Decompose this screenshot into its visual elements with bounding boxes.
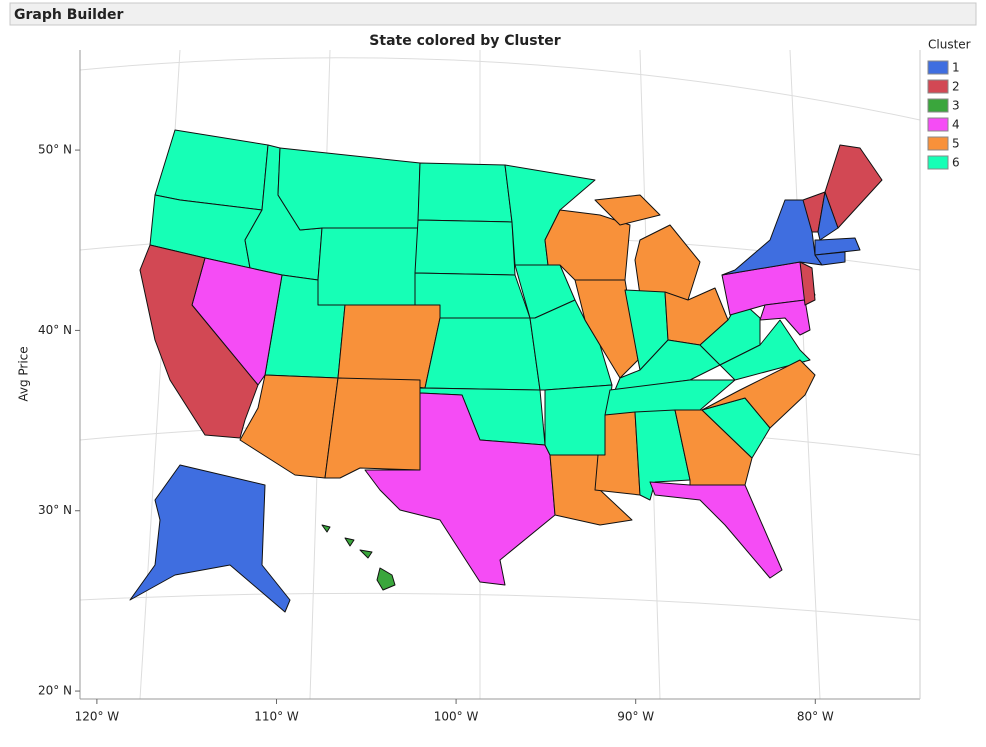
state xyxy=(337,304,441,389)
x-tick-label: 110° W xyxy=(254,710,299,724)
state xyxy=(277,147,421,231)
chart-title: State colored by Cluster xyxy=(369,33,560,49)
legend-swatch xyxy=(927,98,949,113)
legend-label: 1 xyxy=(952,61,960,75)
state xyxy=(321,524,331,533)
state xyxy=(814,251,846,266)
y-tick-label: 20° N xyxy=(38,684,72,698)
state xyxy=(359,549,373,559)
state xyxy=(799,261,816,306)
y-tick-label: 30° N xyxy=(38,503,72,517)
state xyxy=(594,194,661,226)
state xyxy=(814,237,861,256)
state xyxy=(414,219,516,276)
x-tick-label: 100° W xyxy=(434,710,479,724)
state xyxy=(139,244,259,439)
state xyxy=(701,359,816,429)
legend-swatch xyxy=(927,136,949,151)
y-tick-label: 50° N xyxy=(38,143,72,157)
y-tick-label: 40° N xyxy=(38,323,72,337)
x-tick-label: 80° W xyxy=(797,710,834,724)
state xyxy=(376,567,396,591)
state xyxy=(634,224,701,301)
legend-swatch xyxy=(927,60,949,75)
legend-label: 4 xyxy=(952,118,960,132)
states xyxy=(129,129,883,613)
state xyxy=(544,384,613,456)
state xyxy=(364,392,556,586)
legend-swatch xyxy=(927,155,949,170)
legend-swatch xyxy=(927,117,949,132)
legend-swatch xyxy=(927,79,949,94)
state xyxy=(344,537,355,547)
legend-label: 5 xyxy=(952,137,960,151)
header-bar xyxy=(9,2,977,26)
state xyxy=(317,227,419,306)
legend-label: 6 xyxy=(952,156,960,170)
y-axis-label: Avg Price xyxy=(17,346,31,401)
state xyxy=(324,377,421,479)
state xyxy=(417,162,513,223)
state xyxy=(129,464,291,613)
x-tick-label: 90° W xyxy=(617,710,654,724)
legend-title: Cluster xyxy=(928,38,971,52)
state xyxy=(649,481,783,579)
x-tick-label: 120° W xyxy=(75,710,120,724)
state xyxy=(424,317,541,391)
header-title: Graph Builder xyxy=(14,7,123,23)
legend-label: 2 xyxy=(952,80,960,94)
legend-label: 3 xyxy=(952,99,960,113)
state xyxy=(604,379,736,416)
